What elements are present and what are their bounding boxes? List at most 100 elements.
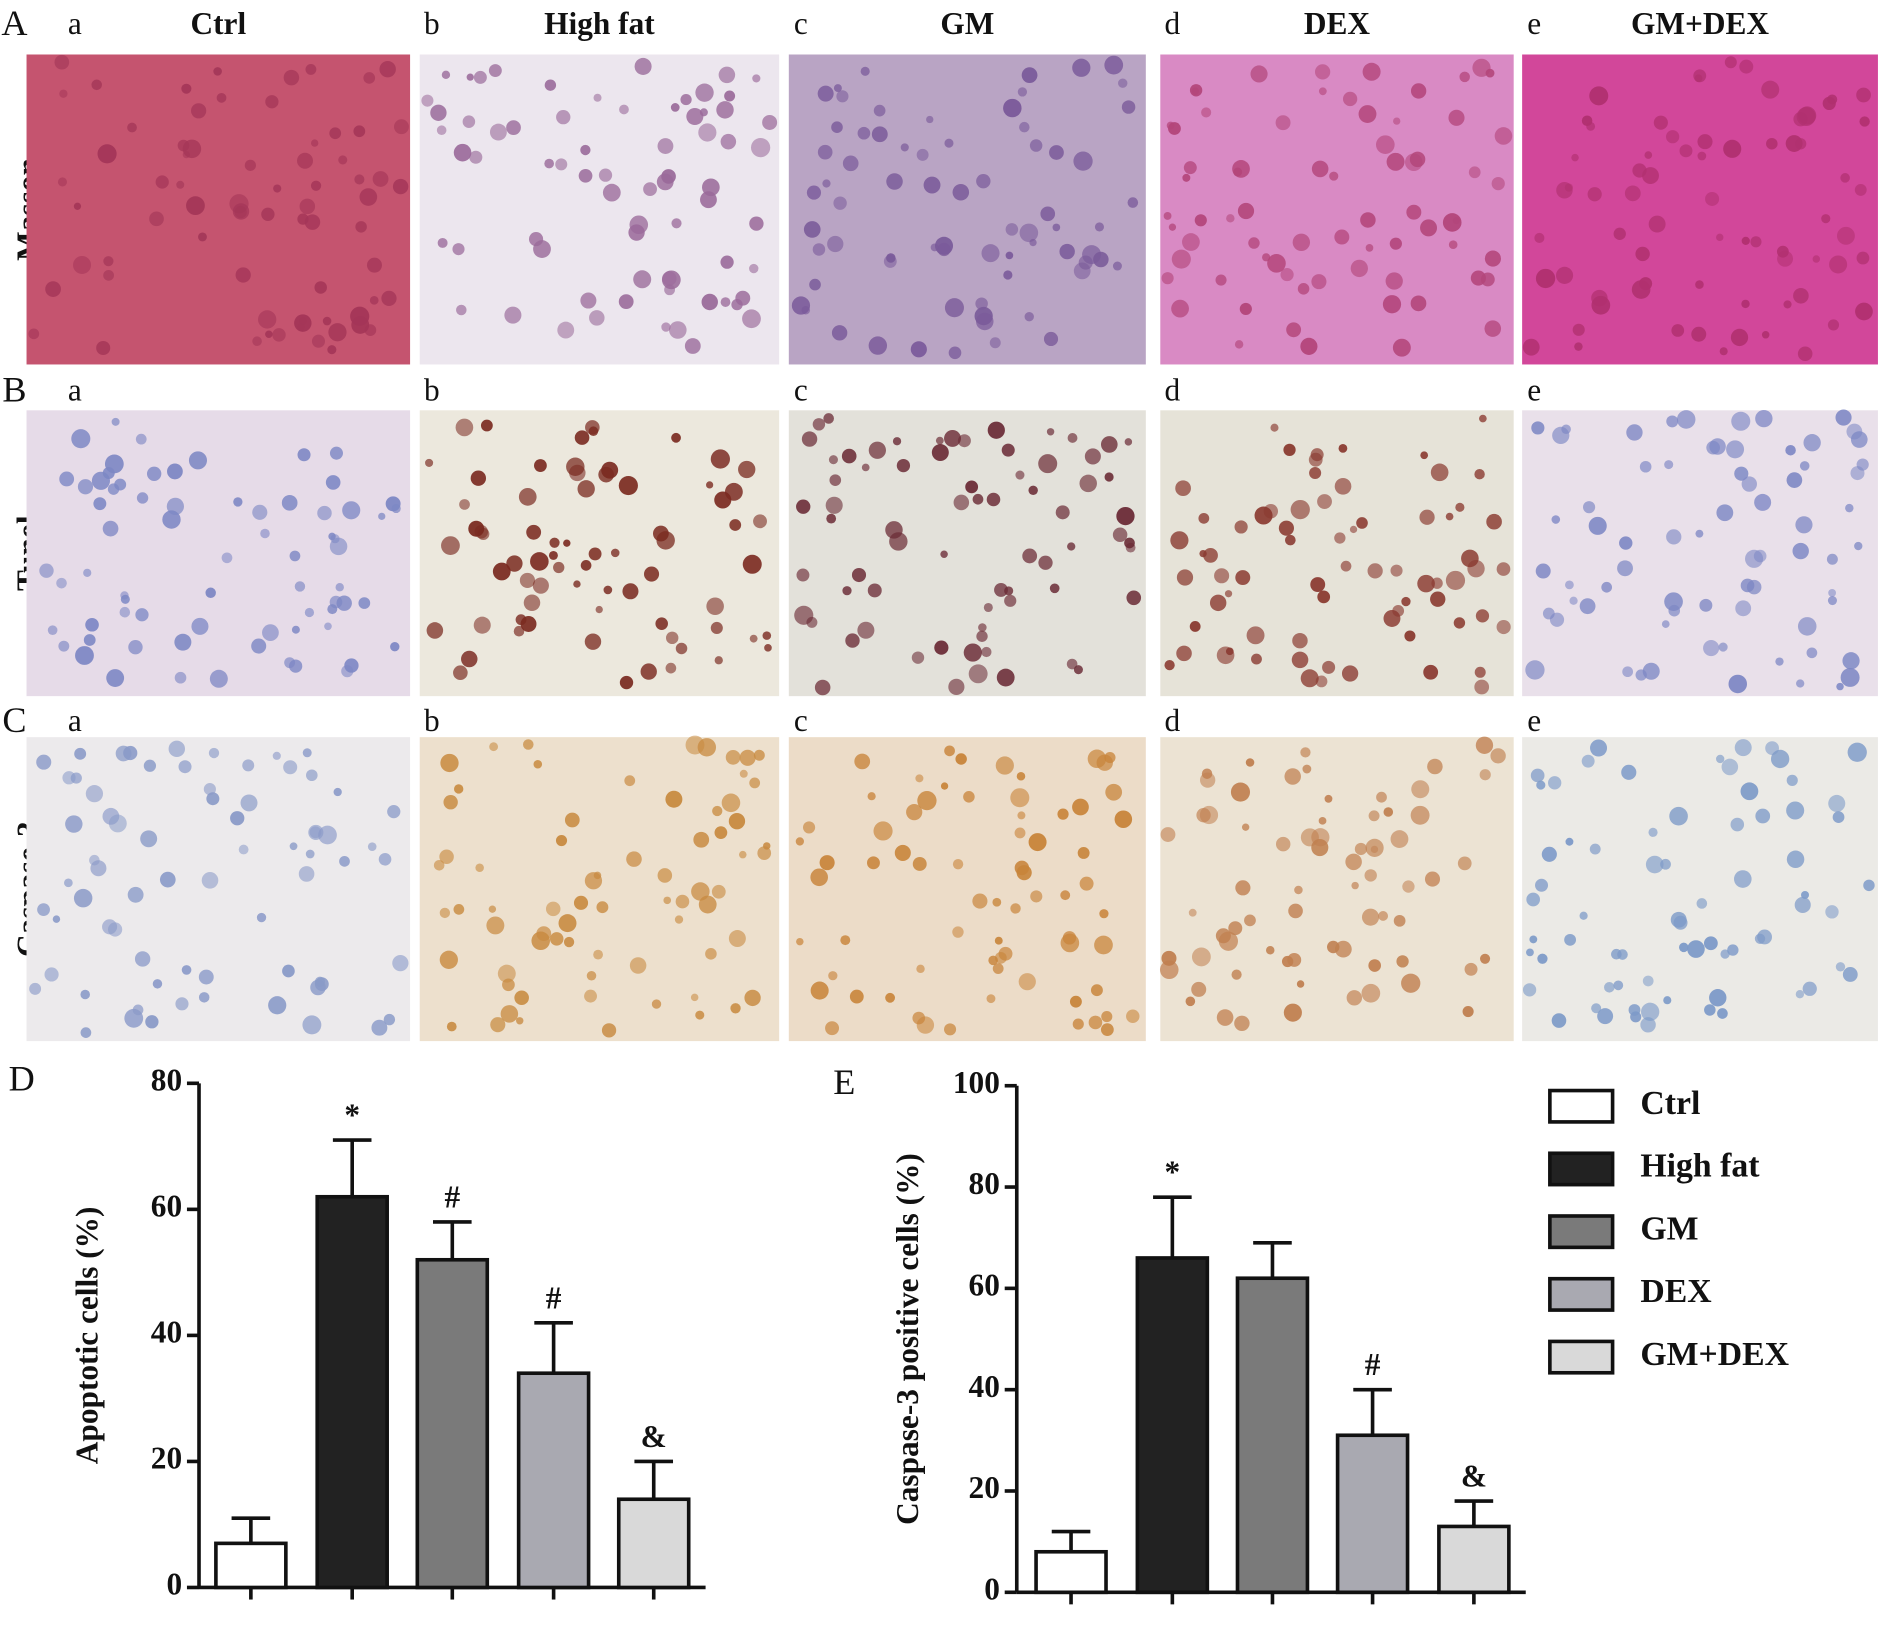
cell [1073,151,1093,171]
cell [52,915,61,923]
cell [1104,751,1116,764]
cell [1716,504,1734,522]
cell [861,463,870,472]
cell [209,669,228,688]
cell [1717,1008,1728,1019]
cell [181,83,192,94]
cell [1290,499,1310,520]
cell [191,617,209,635]
cell [83,634,96,646]
cell [1716,233,1724,242]
cell [819,855,835,871]
cell [1842,967,1858,982]
cell [325,475,341,490]
cell [1536,780,1546,790]
cell [1017,87,1028,97]
cell [577,480,595,498]
cell [272,328,286,342]
cell [911,651,925,664]
cell [523,594,541,612]
y-tick-label: 20 [151,1441,182,1476]
cell [1028,485,1038,496]
cell [1631,280,1651,299]
cell [684,338,701,354]
cell [1069,995,1082,1008]
cell [1613,980,1624,991]
cell [1842,652,1860,670]
cell [176,180,185,189]
cell [1003,98,1022,118]
cell [1526,948,1534,957]
cell [256,912,267,923]
cell [1300,669,1319,688]
cell [1342,91,1358,107]
cell [751,137,771,158]
cell [1561,424,1571,435]
cell [1555,266,1574,284]
cell [1126,1009,1140,1023]
cell [1294,885,1303,895]
cell [1318,87,1327,96]
cell [1345,853,1362,871]
cell [1334,477,1352,495]
cell [695,1010,705,1020]
cell [1531,421,1545,435]
cell [1362,62,1381,81]
cell [1292,233,1311,252]
cell [294,314,312,332]
cell [251,638,267,654]
cell [1549,612,1565,627]
cell [203,783,216,796]
cell [1245,758,1255,767]
cell [1588,516,1607,535]
legend-label: GM+DEX [1640,1336,1789,1373]
cell [473,70,487,84]
cell [1101,1011,1113,1023]
cell [1589,843,1601,855]
cell [714,826,728,840]
cell [366,257,382,273]
cell [77,479,94,495]
cell [168,740,186,758]
cell [886,253,896,263]
cell [981,244,1000,263]
sub-label: b [424,373,440,408]
cell [1251,653,1262,665]
cell [1404,630,1416,642]
cell [1564,183,1573,192]
cell [1094,222,1105,232]
cell [102,520,119,537]
cell [473,616,491,634]
cell [1786,472,1803,488]
cell [1734,870,1752,888]
cell [817,144,833,160]
cell [455,418,474,437]
cell [573,895,589,910]
cell [1464,962,1478,976]
cell [58,640,70,652]
cell [492,562,511,581]
cell [1300,747,1311,758]
cell [1232,160,1250,178]
cell [289,659,303,673]
cell [1310,577,1326,593]
cell [1442,213,1462,232]
cell [103,256,114,267]
cell [1484,320,1502,337]
cell [720,133,737,150]
sub-label: a [68,373,82,408]
cell [739,749,756,766]
cell [355,221,367,233]
cell [1445,570,1466,591]
cell [1278,520,1294,536]
cell [335,583,344,592]
cell [910,341,927,358]
cell [390,642,400,652]
cell [233,497,243,507]
cell [1856,87,1871,103]
cell [470,470,487,486]
cell [1214,568,1230,584]
cell [1619,536,1633,550]
cell [791,296,811,315]
cell [268,996,287,1015]
